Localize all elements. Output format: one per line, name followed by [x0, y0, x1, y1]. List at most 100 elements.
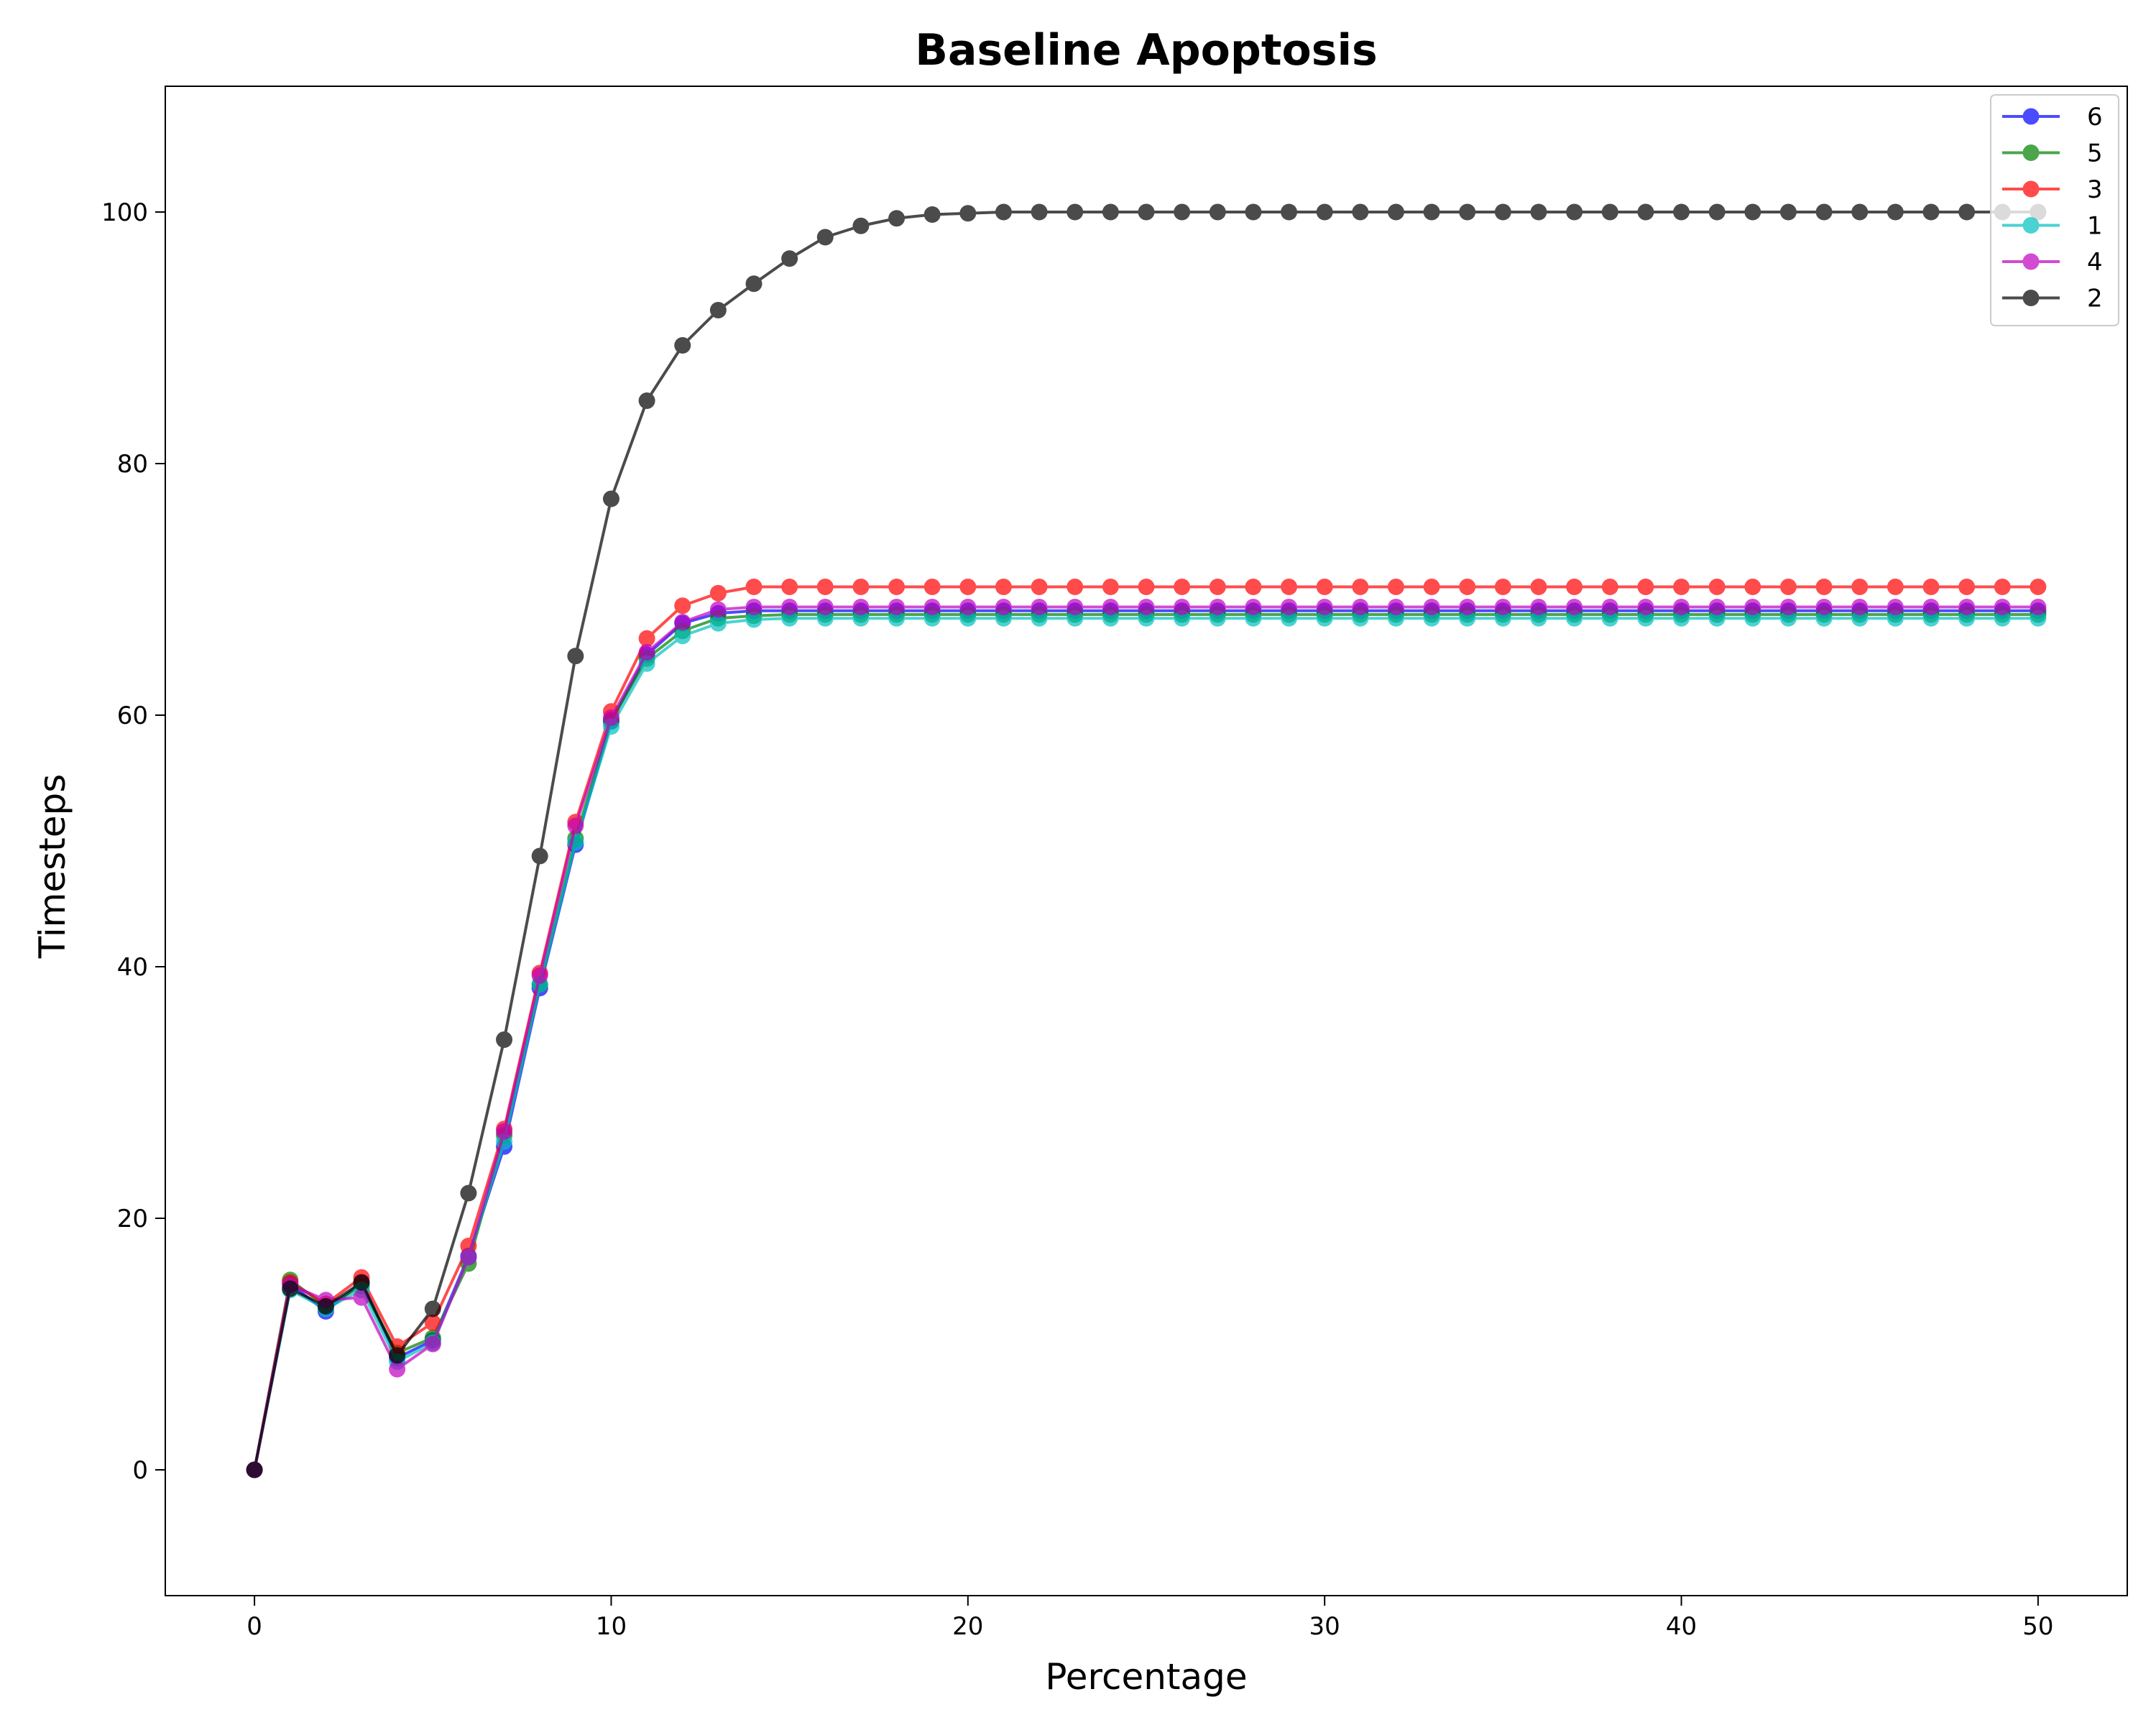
data-point-3-45: [1851, 579, 1869, 595]
data-point-3-39: [1637, 579, 1654, 595]
data-point-1-35: [1494, 610, 1511, 627]
legend-handle-6: [2002, 108, 2060, 125]
data-point-2-3: [353, 1274, 370, 1291]
data-point-4-36: [1530, 599, 1547, 615]
legend-handle-3: [2002, 180, 2060, 198]
data-point-4-38: [1601, 599, 1618, 615]
data-point-2-34: [1459, 203, 1476, 221]
axes: 0 10 20 30 40 50 0 20 40 60 80 100: [101, 86, 2128, 1641]
data-point-3-48: [1958, 579, 1976, 595]
data-point-4-33: [1423, 599, 1440, 615]
data-point-4-40: [1673, 599, 1690, 615]
data-point-4-25: [1138, 599, 1155, 615]
legend-entry-5: 5: [2002, 139, 2103, 168]
data-point-1-28: [1245, 610, 1262, 627]
data-point-4-47: [1922, 599, 1940, 615]
data-point-2-4: [389, 1347, 406, 1364]
data-point-1-20: [959, 610, 977, 627]
data-point-4-17: [852, 599, 870, 615]
data-point-2-41: [1708, 203, 1726, 221]
data-point-2-7: [496, 1031, 513, 1048]
data-point-3-14: [745, 579, 763, 595]
data-point-2-35: [1494, 203, 1511, 221]
data-point-4-7: [496, 1123, 513, 1140]
data-point-1-30: [1316, 610, 1333, 627]
data-point-4-39: [1637, 599, 1654, 615]
data-point-4-45: [1851, 599, 1869, 615]
data-point-1-12: [674, 627, 691, 645]
data-point-1-39: [1637, 610, 1654, 627]
data-point-2-44: [1815, 203, 1833, 221]
data-point-4-28: [1245, 599, 1262, 615]
data-point-3-21: [995, 579, 1012, 595]
data-point-1-29: [1281, 610, 1298, 627]
data-point-1-17: [852, 610, 870, 627]
data-point-4-50: [2030, 599, 2047, 615]
data-point-2-16: [816, 229, 834, 246]
data-point-2-47: [1922, 203, 1940, 221]
plot-area: [246, 203, 2047, 1478]
plot-frame: [165, 86, 2128, 1596]
x-tick-label: 20: [952, 1612, 983, 1641]
data-point-4-42: [1744, 599, 1761, 615]
data-point-3-29: [1281, 579, 1298, 595]
data-point-3-34: [1459, 579, 1476, 595]
data-point-4-19: [923, 599, 941, 615]
y-tick-label: 40: [117, 953, 148, 982]
data-point-1-40: [1673, 610, 1690, 627]
data-point-4-49: [1994, 599, 2011, 615]
data-point-4-43: [1779, 599, 1797, 615]
legend-label-3: 3: [2087, 175, 2103, 204]
data-point-3-5: [424, 1314, 441, 1331]
data-point-4-23: [1067, 599, 1084, 615]
data-point-2-36: [1530, 203, 1547, 221]
y-tick-label: 100: [101, 198, 148, 227]
data-point-3-41: [1708, 579, 1726, 595]
data-point-3-18: [888, 579, 906, 595]
data-point-2-18: [888, 210, 906, 227]
data-point-2-43: [1779, 203, 1797, 221]
data-point-2-46: [1886, 203, 1904, 221]
data-point-2-0: [246, 1461, 263, 1478]
data-point-3-49: [1994, 579, 2011, 595]
data-point-4-30: [1316, 599, 1333, 615]
data-point-2-39: [1637, 203, 1654, 221]
data-point-2-25: [1138, 203, 1155, 221]
data-point-1-24: [1102, 610, 1119, 627]
data-point-1-41: [1708, 610, 1726, 627]
y-tick-label: 0: [132, 1456, 148, 1485]
data-point-1-13: [709, 615, 727, 632]
data-point-4-8: [531, 967, 548, 984]
data-point-3-42: [1744, 579, 1761, 595]
legend-entry-6: 6: [2002, 103, 2103, 132]
series-4: [246, 599, 2047, 1478]
data-point-3-20: [959, 579, 977, 595]
data-point-1-33: [1423, 610, 1440, 627]
data-point-4-46: [1886, 599, 1904, 615]
data-point-3-31: [1352, 579, 1369, 595]
data-point-3-24: [1102, 579, 1119, 595]
data-point-3-38: [1601, 579, 1618, 595]
x-tick-label: 0: [247, 1612, 262, 1641]
data-point-4-13: [709, 601, 727, 618]
data-point-2-6: [460, 1184, 477, 1202]
data-point-2-20: [959, 205, 977, 222]
data-point-4-22: [1031, 599, 1048, 615]
data-point-4-48: [1958, 599, 1976, 615]
data-point-4-6: [460, 1248, 477, 1266]
data-point-1-27: [1209, 610, 1226, 627]
data-point-3-16: [816, 579, 834, 595]
data-point-1-22: [1031, 610, 1048, 627]
data-point-2-48: [1958, 203, 1976, 221]
data-point-2-21: [995, 203, 1012, 221]
data-point-4-41: [1708, 599, 1726, 615]
data-point-3-40: [1673, 579, 1690, 595]
data-point-3-35: [1494, 579, 1511, 595]
data-point-1-48: [1958, 610, 1976, 627]
data-point-3-46: [1886, 579, 1904, 595]
data-point-1-18: [888, 610, 906, 627]
data-point-1-42: [1744, 610, 1761, 627]
data-point-2-22: [1031, 203, 1048, 221]
data-point-1-50: [2030, 610, 2047, 627]
